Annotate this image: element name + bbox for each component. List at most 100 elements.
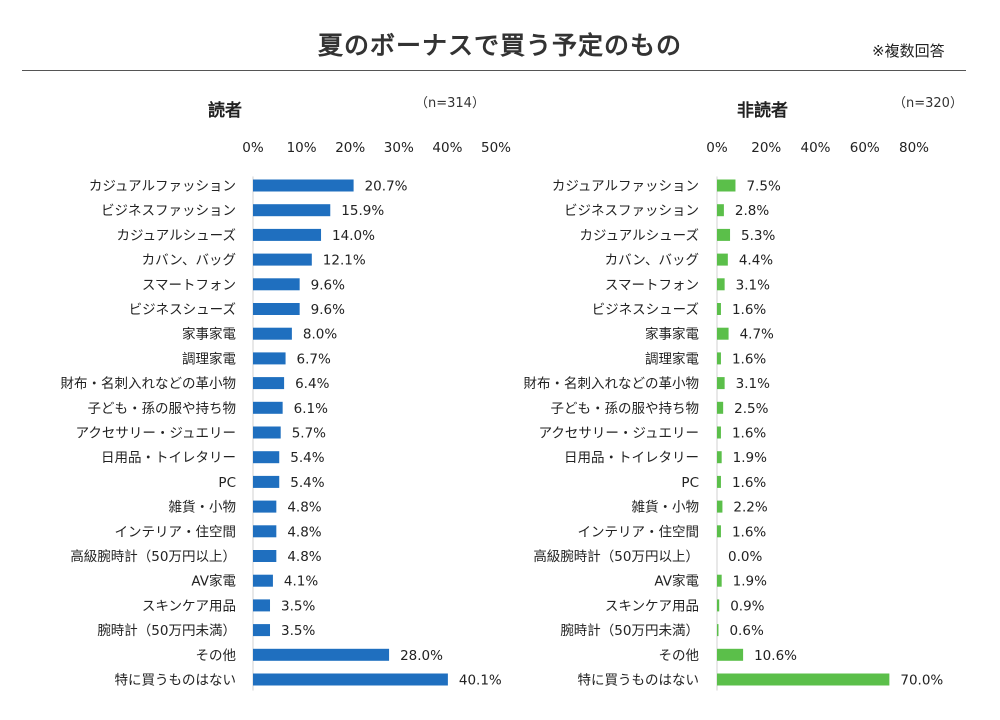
nonreaders-x-tick-label: 40%	[800, 140, 830, 156]
readers-value-label: 20.7%	[365, 179, 408, 195]
readers-category-label: カジュアルファッション	[89, 179, 236, 195]
nonreaders-category-label: AV家電	[654, 573, 699, 590]
nonreaders-value-label: 1.9%	[733, 574, 767, 590]
readers-bar	[253, 352, 286, 365]
readers-value-label: 8.0%	[303, 327, 337, 343]
nonreaders-bar	[717, 426, 721, 439]
readers-x-tick-label: 30%	[384, 140, 414, 156]
nonreaders-category-label: ビジネスシューズ	[592, 302, 699, 318]
readers-category-label: 腕時計（50万円未満）	[97, 623, 236, 639]
nonreaders-category-label: カジュアルファッション	[552, 179, 699, 195]
nonreaders-value-label: 10.6%	[754, 648, 797, 664]
nonreaders-sample-size: （n=320）	[893, 96, 963, 111]
nonreaders-value-label: 4.4%	[739, 253, 773, 269]
nonreaders-category-label: 雑貨・小物	[632, 499, 700, 516]
readers-value-label: 6.1%	[294, 401, 328, 417]
readers-value-label: 3.5%	[281, 623, 315, 639]
nonreaders-value-label: 1.6%	[732, 426, 766, 442]
nonreaders-bar	[717, 500, 723, 513]
nonreaders-bar	[717, 451, 722, 464]
readers-category-label: 雑貨・小物	[169, 499, 237, 516]
readers-category-label: 調理家電	[182, 350, 236, 367]
nonreaders-value-label: 1.9%	[733, 450, 767, 466]
nonreaders-bar	[717, 599, 720, 612]
nonreaders-category-label: カバン、バッグ	[605, 253, 699, 269]
readers-category-label: ビジネスシューズ	[129, 302, 236, 318]
nonreaders-bar	[717, 179, 736, 192]
readers-value-label: 4.1%	[284, 574, 318, 590]
nonreaders-value-label: 2.5%	[734, 401, 768, 417]
readers-bar	[253, 401, 283, 414]
nonreaders-bar	[717, 228, 731, 241]
readers-category-label: カバン、バッグ	[142, 253, 236, 269]
nonreaders-category-label: 調理家電	[645, 350, 699, 367]
nonreaders-bar	[717, 401, 724, 414]
readers-value-label: 5.4%	[290, 450, 324, 466]
readers-category-label: PC	[218, 475, 236, 491]
readers-bar	[253, 500, 277, 513]
readers-category-label: スマートフォン	[142, 277, 236, 293]
nonreaders-category-label: 子ども・孫の服や持ち物	[551, 401, 700, 417]
readers-bar	[253, 550, 277, 562]
readers-panel-title: 読者	[208, 101, 242, 121]
readers-x-tick-label: 50%	[481, 140, 511, 156]
nonreaders-bar	[717, 204, 724, 217]
nonreaders-value-label: 4.7%	[740, 327, 774, 343]
readers-value-label: 12.1%	[323, 253, 366, 269]
readers-value-label: 6.4%	[295, 376, 329, 392]
readers-value-label: 40.1%	[459, 673, 502, 689]
readers-bar	[253, 426, 281, 439]
nonreaders-category-label: その他	[659, 648, 700, 664]
nonreaders-value-label: 1.6%	[732, 351, 766, 367]
nonreaders-bar	[717, 278, 725, 291]
readers-value-label: 4.8%	[287, 549, 321, 565]
readers-category-label: その他	[196, 648, 237, 664]
nonreaders-x-tick-label: 80%	[899, 140, 929, 156]
title-divider	[22, 70, 966, 71]
readers-bar	[253, 451, 280, 464]
readers-category-label: 家事家電	[182, 326, 236, 343]
readers-value-label: 4.8%	[287, 500, 321, 516]
readers-value-label: 3.5%	[281, 598, 315, 614]
readers-bar	[253, 253, 312, 266]
readers-value-label: 4.8%	[287, 524, 321, 540]
readers-bar	[253, 525, 277, 538]
readers-x-tick-label: 10%	[287, 140, 317, 156]
readers-value-label: 5.4%	[290, 475, 324, 491]
readers-category-label: 高級腕時計（50万円以上）	[70, 548, 236, 565]
multiple-answer-note: ※複数回答	[872, 42, 945, 60]
page-title: 夏のボーナスで買う予定のもの	[317, 31, 682, 60]
nonreaders-value-label: 0.9%	[730, 598, 764, 614]
readers-value-label: 5.7%	[292, 426, 326, 442]
readers-category-label: スキンケア用品	[142, 598, 236, 614]
readers-bar	[253, 475, 280, 488]
nonreaders-category-label: スマートフォン	[605, 277, 699, 293]
nonreaders-bar	[717, 525, 721, 538]
readers-value-label: 28.0%	[400, 648, 443, 664]
nonreaders-value-label: 3.1%	[736, 277, 770, 293]
readers-sample-size: （n=314）	[415, 96, 485, 111]
nonreaders-category-label: 高級腕時計（50万円以上）	[533, 548, 699, 565]
readers-bar	[253, 278, 300, 291]
nonreaders-value-label: 0.0%	[728, 549, 762, 565]
readers-category-label: AV家電	[191, 573, 236, 590]
nonreaders-x-tick-label: 20%	[751, 140, 781, 156]
readers-value-label: 9.6%	[311, 302, 345, 318]
nonreaders-x-tick-label: 0%	[706, 140, 728, 156]
nonreaders-category-label: カジュアルシューズ	[580, 228, 699, 244]
nonreaders-value-label: 2.2%	[733, 500, 767, 516]
readers-bar	[253, 599, 271, 612]
readers-bar	[253, 303, 300, 315]
nonreaders-bar	[717, 624, 719, 637]
readers-value-label: 14.0%	[332, 228, 375, 244]
nonreaders-value-label: 5.3%	[741, 228, 775, 244]
nonreaders-value-label: 3.1%	[736, 376, 770, 392]
nonreaders-value-label: 0.6%	[729, 623, 763, 639]
readers-category-label: ビジネスファッション	[101, 203, 236, 219]
nonreaders-category-label: 財布・名刺入れなどの革小物	[524, 376, 700, 392]
readers-bar	[253, 648, 390, 661]
readers-category-label: カジュアルシューズ	[117, 228, 236, 244]
readers-x-tick-label: 20%	[335, 140, 365, 156]
readers-category-label: アクセサリー・ジュエリー	[76, 426, 236, 442]
